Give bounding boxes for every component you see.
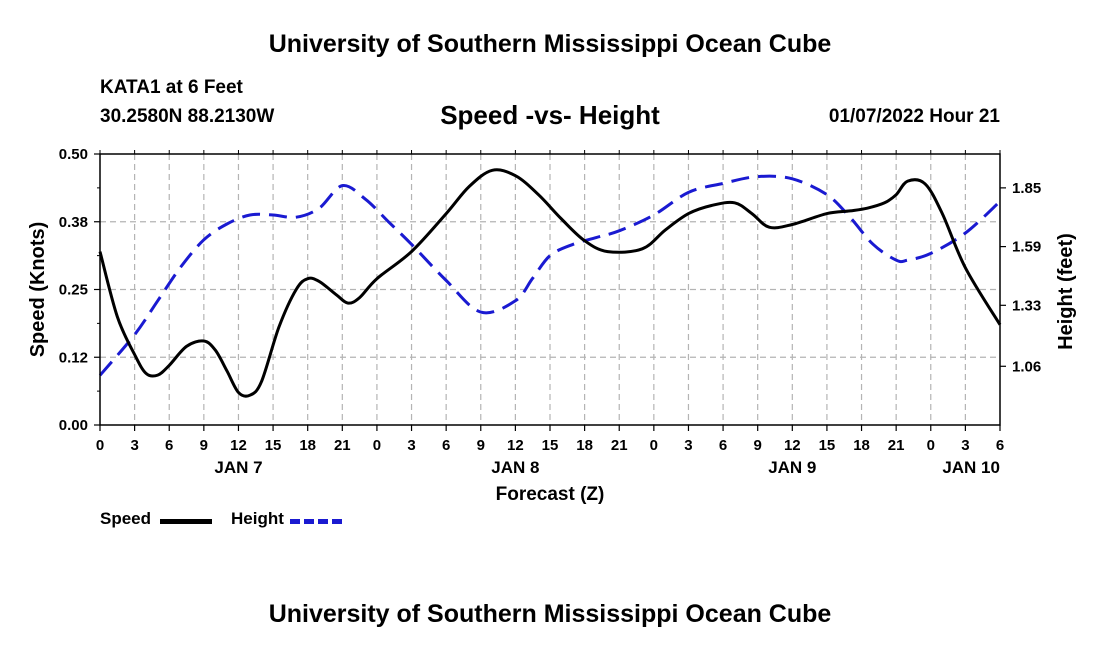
legend-speed-label: Speed [100,509,152,528]
x-tick-label: 9 [200,437,208,454]
chart-subtitle: Speed -vs- Height [440,100,660,130]
x-tick-label: 18 [299,437,316,454]
x-axis-label: Forecast (Z) [496,484,605,505]
x-tick-label: 18 [576,437,593,454]
x-tick-label: 21 [611,437,628,454]
x-tick-label: 12 [784,437,801,454]
x-tick-label: 21 [888,437,905,454]
x-tick-label: 6 [165,437,173,454]
x-tick-label: 15 [542,437,559,454]
x-tick-label: 21 [334,437,351,454]
height-series-line [98,174,1002,377]
speed-series-line [98,168,1002,398]
x-tick-label: 3 [684,437,692,454]
x-tick-label: 12 [507,437,524,454]
legend-height-swatch [290,519,342,524]
x-tick-label: 9 [754,437,762,454]
footer-title: University of Southern Mississippi Ocean… [268,600,832,628]
series-group [98,168,1002,398]
x-tick-label: 0 [373,437,381,454]
x-tick-label: 18 [853,437,870,454]
y2-axis-label: Height (feet) [1055,233,1077,350]
x-tick-label: 0 [96,437,104,454]
day-label: JAN 9 [768,458,816,477]
station-label: KATA1 at 6 Feet [100,77,243,98]
x-tick-label: 6 [996,437,1004,454]
x-tick-label: 12 [230,437,247,454]
y-tick-label: 0.12 [59,349,88,366]
y-axis-label: Speed (Knots) [27,222,49,358]
x-tick-label: 0 [927,437,935,454]
x-tick-label: 3 [961,437,969,454]
day-label: JAN 7 [214,458,262,477]
y-tick-label: 0.00 [59,417,88,434]
x-tick-label: 6 [442,437,450,454]
main-title: University of Southern Mississippi Ocean… [268,30,832,58]
y2-tick-label: 1.06 [1012,358,1041,375]
x-tick-label: 3 [130,437,138,454]
y-tick-label: 0.38 [59,214,88,231]
y2-tick-label: 1.33 [1012,297,1041,314]
x-tick-label: 0 [650,437,658,454]
x-tick-label: 3 [407,437,415,454]
legend-speed-swatch [160,519,212,524]
y-tick-label: 0.50 [59,146,88,163]
y-tick-label: 0.25 [59,282,88,299]
x-tick-label: 6 [719,437,727,454]
day-label: JAN 10 [942,458,1000,477]
x-tick-label: 15 [819,437,836,454]
day-label: JAN 8 [491,458,539,477]
x-tick-label: 15 [265,437,282,454]
axes: 0 3 6 9 12 15 18 21 0 3 6 9 12 15 18 21 0 3 6 9 12 15 18 21 0 3 6 0… [59,146,1041,477]
grid [100,154,1000,425]
y2-tick-label: 1.59 [1012,239,1041,256]
x-tick-label: 9 [477,437,485,454]
legend-height-label: Height [231,509,284,528]
coordinates-label: 30.2580N 88.2130W [100,106,275,127]
y2-tick-label: 1.85 [1012,180,1041,197]
datetime-label: 01/07/2022 Hour 21 [828,106,1000,127]
